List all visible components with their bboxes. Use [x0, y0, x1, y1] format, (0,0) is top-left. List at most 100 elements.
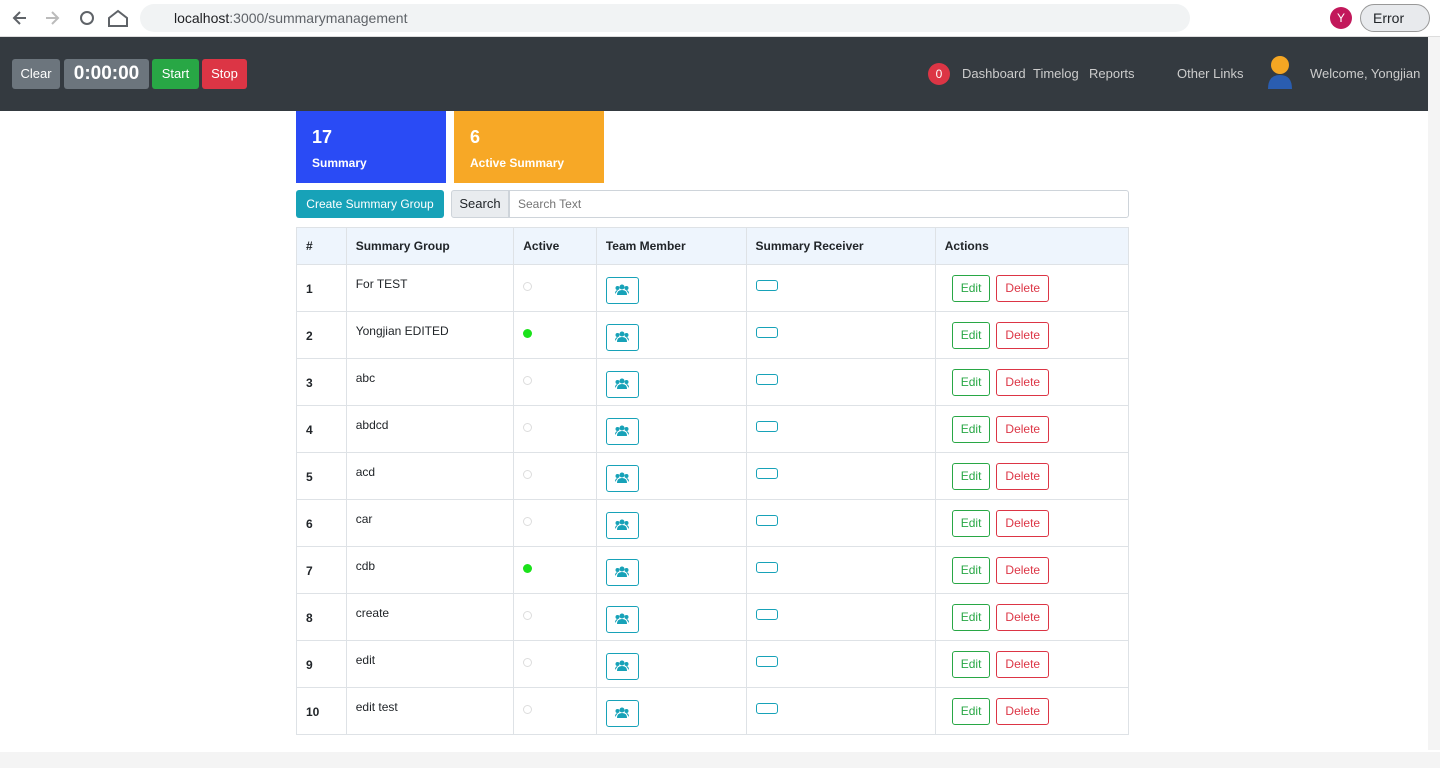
delete-button[interactable]: Delete [996, 510, 1050, 537]
stop-button[interactable]: Stop [202, 59, 247, 89]
card-count: 17 [312, 127, 333, 147]
nav-link[interactable]: Reports [1089, 66, 1135, 81]
delete-button[interactable]: Delete [996, 369, 1050, 396]
edit-button[interactable]: Edit [951, 416, 991, 443]
active-indicator [523, 517, 533, 526]
row-number: 1 [306, 282, 313, 296]
edit-button[interactable]: Edit [951, 557, 991, 584]
cell: 1 [296, 264, 347, 312]
team-icon [615, 284, 630, 295]
edit-button[interactable]: Edit [951, 651, 991, 678]
row-number: 4 [306, 423, 313, 437]
team-button[interactable] [605, 512, 639, 539]
team-icon [615, 425, 630, 436]
receiver-button[interactable] [755, 656, 778, 667]
row-number: 10 [306, 705, 320, 719]
cell: 4 [296, 405, 347, 453]
receiver-button[interactable] [755, 515, 778, 526]
search-input[interactable] [509, 190, 1129, 218]
receiver-button[interactable] [755, 374, 778, 385]
cell [513, 311, 597, 359]
cell: Yongjian EDITED [345, 311, 515, 359]
cell: Edit Delete [934, 546, 1130, 594]
card-label: Active Summary [470, 156, 565, 170]
edit-button[interactable]: Edit [951, 463, 991, 490]
profile[interactable]: Y [1330, 7, 1352, 29]
vertical-scrollbar[interactable] [1428, 37, 1440, 750]
cell: For TEST [345, 264, 515, 312]
cell [745, 264, 936, 312]
receiver-button[interactable] [755, 609, 778, 620]
delete-button[interactable]: Delete [996, 651, 1050, 678]
edit-button[interactable]: Edit [951, 322, 991, 349]
receiver-button[interactable] [755, 421, 778, 432]
delete-button[interactable]: Delete [996, 698, 1050, 725]
url-path: :3000/summarymanagement [229, 10, 408, 26]
delete-button[interactable]: Delete [996, 322, 1050, 349]
active-card: 6 Active Summary [454, 111, 604, 183]
receiver-button[interactable] [755, 280, 778, 291]
edit-button[interactable]: Edit [951, 275, 991, 302]
address-bar[interactable]: localhost:3000/summarymanagement [140, 4, 1190, 32]
edit-button[interactable]: Edit [951, 369, 991, 396]
delete-button[interactable]: Delete [996, 416, 1050, 443]
cell [595, 311, 747, 359]
browser-bar: localhost:3000/summarymanagement Y Error [0, 0, 1440, 37]
cell: abdcd [345, 405, 515, 453]
cell: 5 [296, 452, 347, 500]
edit-button[interactable]: Edit [951, 510, 991, 537]
table-row: 1 For TEST Edit Delete [296, 264, 1130, 312]
team-button[interactable] [605, 559, 639, 586]
active-indicator [523, 470, 533, 479]
summary-card: 17 Summary [296, 111, 446, 183]
cell: Edit Delete [934, 640, 1130, 688]
receiver-button[interactable] [755, 703, 778, 714]
notification-badge[interactable]: 0 [928, 63, 950, 85]
cell [745, 546, 936, 594]
receiver-button[interactable] [755, 562, 778, 573]
cell: Edit Delete [934, 311, 1130, 359]
column-header: Active [513, 227, 597, 265]
delete-button[interactable]: Delete [996, 275, 1050, 302]
clear-button[interactable]: Clear [12, 59, 60, 89]
avatar [1268, 56, 1292, 89]
team-button[interactable] [605, 371, 639, 398]
table-row: 8 create Edit Delete [296, 593, 1130, 641]
team-button[interactable] [605, 465, 639, 492]
nav-link[interactable]: Dashboard [962, 66, 1026, 81]
column-header: # [296, 227, 347, 265]
cell [513, 405, 597, 453]
cell [595, 593, 747, 641]
receiver-button[interactable] [755, 327, 778, 338]
team-button[interactable] [605, 324, 639, 351]
team-button[interactable] [605, 418, 639, 445]
row-number: 7 [306, 564, 313, 578]
active-indicator [523, 658, 533, 667]
table-row: 4 abdcd Edit Delete [296, 405, 1130, 453]
nav-link[interactable]: Timelog [1033, 66, 1079, 81]
cell [513, 687, 597, 735]
cell [745, 311, 936, 359]
team-button[interactable] [605, 700, 639, 727]
cell: 6 [296, 499, 347, 547]
team-button[interactable] [605, 277, 639, 304]
cell [745, 405, 936, 453]
delete-button[interactable]: Delete [996, 463, 1050, 490]
edit-button[interactable]: Edit [951, 698, 991, 725]
create-button[interactable]: Create Summary Group [296, 190, 444, 218]
team-icon [615, 566, 630, 577]
row-number: 5 [306, 470, 313, 484]
team-button[interactable] [605, 653, 639, 680]
edit-button[interactable]: Edit [951, 604, 991, 631]
team-button[interactable] [605, 606, 639, 633]
receiver-button[interactable] [755, 468, 778, 479]
welcome[interactable]: Welcome, Yongjian [1310, 66, 1421, 81]
cell [595, 546, 747, 594]
status-button[interactable]: Error [1360, 4, 1430, 32]
delete-button[interactable]: Delete [996, 604, 1050, 631]
delete-button[interactable]: Delete [996, 557, 1050, 584]
start-button[interactable]: Start [152, 59, 199, 89]
nav-link[interactable]: Other Links [1177, 66, 1244, 81]
horizontal-scrollbar[interactable] [0, 752, 1440, 768]
